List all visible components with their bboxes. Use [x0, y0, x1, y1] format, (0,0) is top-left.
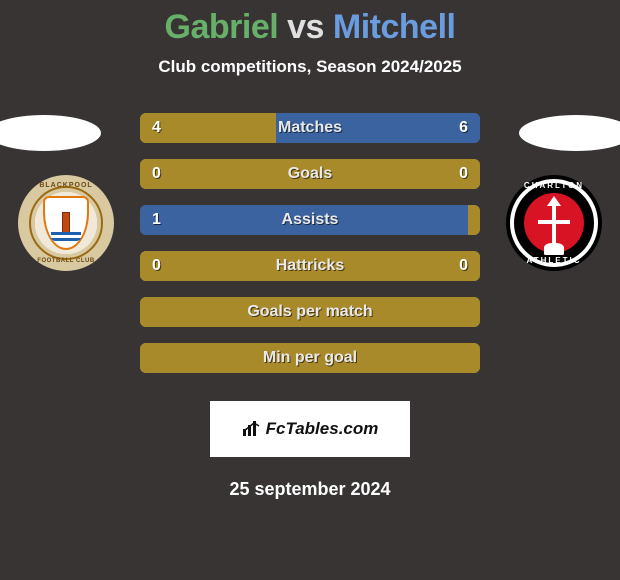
charlton-crest-icon: CHARLTON ATHLETIC: [506, 175, 602, 271]
crest-waves-icon: [51, 232, 81, 242]
stat-right-value: 6: [276, 113, 480, 143]
crest-sword-icon: [552, 202, 556, 244]
stat-left-value: 0: [140, 251, 310, 281]
stat-bar: 1Assists: [140, 205, 480, 235]
crest-tower-icon: [62, 212, 70, 234]
stat-left-value: 1: [140, 205, 468, 235]
crest-top-text: BLACKPOOL: [20, 182, 112, 189]
blackpool-crest-icon: BLACKPOOL FOOTBALL CLUB: [18, 175, 114, 271]
stat-right-value: [310, 297, 480, 327]
right-photo-placeholder: [519, 115, 620, 151]
stat-bar: Goals per match: [140, 297, 480, 327]
stat-left-value: 0: [140, 159, 310, 189]
crest-shield-icon: [43, 196, 89, 250]
stat-right-value: 0: [310, 251, 480, 281]
stat-left-value: 4: [140, 113, 276, 143]
left-club-crest: BLACKPOOL FOOTBALL CLUB: [18, 175, 114, 271]
left-photo-placeholder: [0, 115, 101, 151]
comparison-card: Gabriel vs Mitchell Club competitions, S…: [0, 0, 620, 500]
title-vs: vs: [287, 8, 333, 46]
crest-hand-icon: [544, 243, 564, 255]
main-row: BLACKPOOL FOOTBALL CLUB 46Matches00Goals…: [0, 113, 620, 373]
stat-bar: 46Matches: [140, 113, 480, 143]
title-player1: Gabriel: [165, 8, 279, 46]
stat-bars: 46Matches 00Goals 1Assists 00Hattricks Goals…: [140, 113, 480, 373]
stat-bar: 00Hattricks: [140, 251, 480, 281]
stat-bar: Min per goal: [140, 343, 480, 373]
right-side: CHARLTON ATHLETIC: [488, 113, 608, 271]
stat-left-value: [140, 297, 310, 327]
crest-top-text: CHARLTON: [506, 181, 602, 190]
attribution-text: FcTables.com: [266, 419, 379, 439]
stat-left-value: [140, 343, 310, 373]
stat-right-value: [310, 343, 480, 373]
crest-bottom-text: FOOTBALL CLUB: [20, 258, 112, 264]
title-player2: Mitchell: [333, 8, 456, 46]
date-label: 25 september 2024: [229, 479, 390, 500]
left-side: BLACKPOOL FOOTBALL CLUB: [12, 113, 132, 271]
stat-right-value: [468, 205, 480, 235]
page-title: Gabriel vs Mitchell: [165, 8, 456, 47]
attribution-badge: FcTables.com: [210, 401, 410, 457]
right-club-crest: CHARLTON ATHLETIC: [506, 175, 602, 271]
bars-icon: [242, 421, 262, 437]
crest-bottom-text: ATHLETIC: [506, 256, 602, 265]
stat-bar: 00Goals: [140, 159, 480, 189]
stat-right-value: 0: [310, 159, 480, 189]
subtitle: Club competitions, Season 2024/2025: [158, 57, 461, 77]
